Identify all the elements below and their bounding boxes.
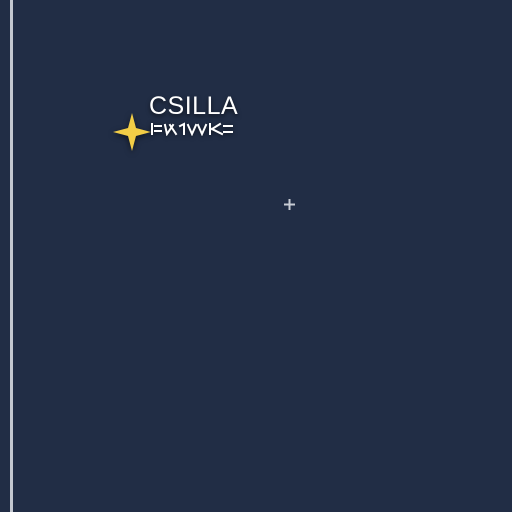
aurebesh-glyphs xyxy=(151,122,233,136)
four-point-star-icon xyxy=(113,113,151,151)
map-center-crosshair xyxy=(283,198,296,211)
crosshair-plus-icon xyxy=(284,199,295,210)
location-marker-star-icon[interactable] xyxy=(110,110,154,154)
location-name-script-label: CSILLA xyxy=(150,122,234,136)
map-edge-line xyxy=(10,0,13,512)
location-name-label: CSILLA xyxy=(149,92,239,120)
